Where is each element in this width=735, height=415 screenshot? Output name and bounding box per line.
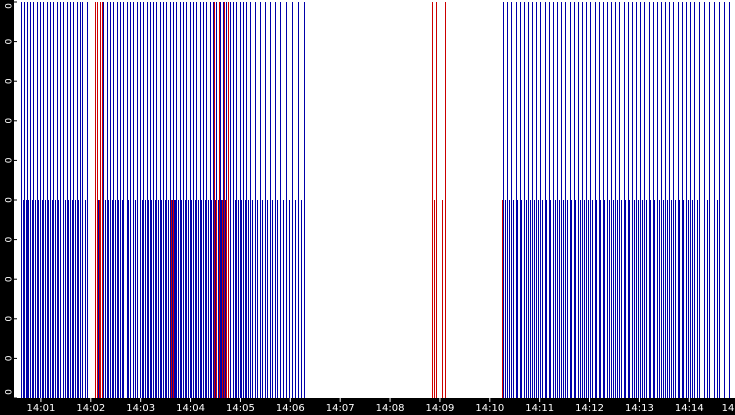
y-tick-label-5: 0 — [2, 197, 12, 203]
x-axis-ticks: 14:01 14:02 14:03 14:04 14:05 14:06 14:07 14:08… — [27, 398, 735, 414]
y-axis-ticks: 0 0 0 0 0 0 0 0 0 0 0 — [2, 1, 17, 399]
x-tick-label-13: 14:14 — [675, 403, 704, 414]
y-tick-label-9: 0 — [2, 39, 12, 45]
y-axis-strip — [0, 0, 14, 415]
x-tick-label-4: 14:05 — [226, 403, 255, 414]
y-tick-label-7: 0 — [2, 118, 12, 124]
x-tick-label-14: 14 — [722, 403, 735, 414]
y-tick-label-10: 0 — [2, 3, 12, 9]
y-tick-label-8: 0 — [2, 78, 12, 84]
bar-marks — [21, 2, 730, 398]
x-tick-label-7: 14:08 — [376, 403, 405, 414]
y-tick-label-0: 0 — [2, 389, 12, 395]
x-tick-label-5: 14:06 — [276, 403, 305, 414]
x-tick-label-9: 14:10 — [475, 403, 504, 414]
y-tick-label-3: 0 — [2, 276, 12, 282]
x-tick-label-12: 14:13 — [625, 403, 654, 414]
y-tick-label-4: 0 — [2, 237, 12, 243]
x-tick-label-10: 14:11 — [525, 403, 554, 414]
x-tick-label-8: 14:09 — [426, 403, 455, 414]
y-tick-label-2: 0 — [2, 316, 12, 322]
x-tick-label-3: 14:04 — [176, 403, 205, 414]
x-tick-label-2: 14:03 — [126, 403, 155, 414]
x-tick-label-0: 14:01 — [27, 403, 56, 414]
x-tick-label-6: 14:07 — [326, 403, 355, 414]
y-tick-label-1: 0 — [2, 356, 12, 362]
y-tick-label-6: 0 — [2, 158, 12, 164]
x-tick-label-11: 14:12 — [575, 403, 604, 414]
x-axis-strip — [0, 398, 735, 415]
x-tick-label-1: 14:02 — [76, 403, 105, 414]
